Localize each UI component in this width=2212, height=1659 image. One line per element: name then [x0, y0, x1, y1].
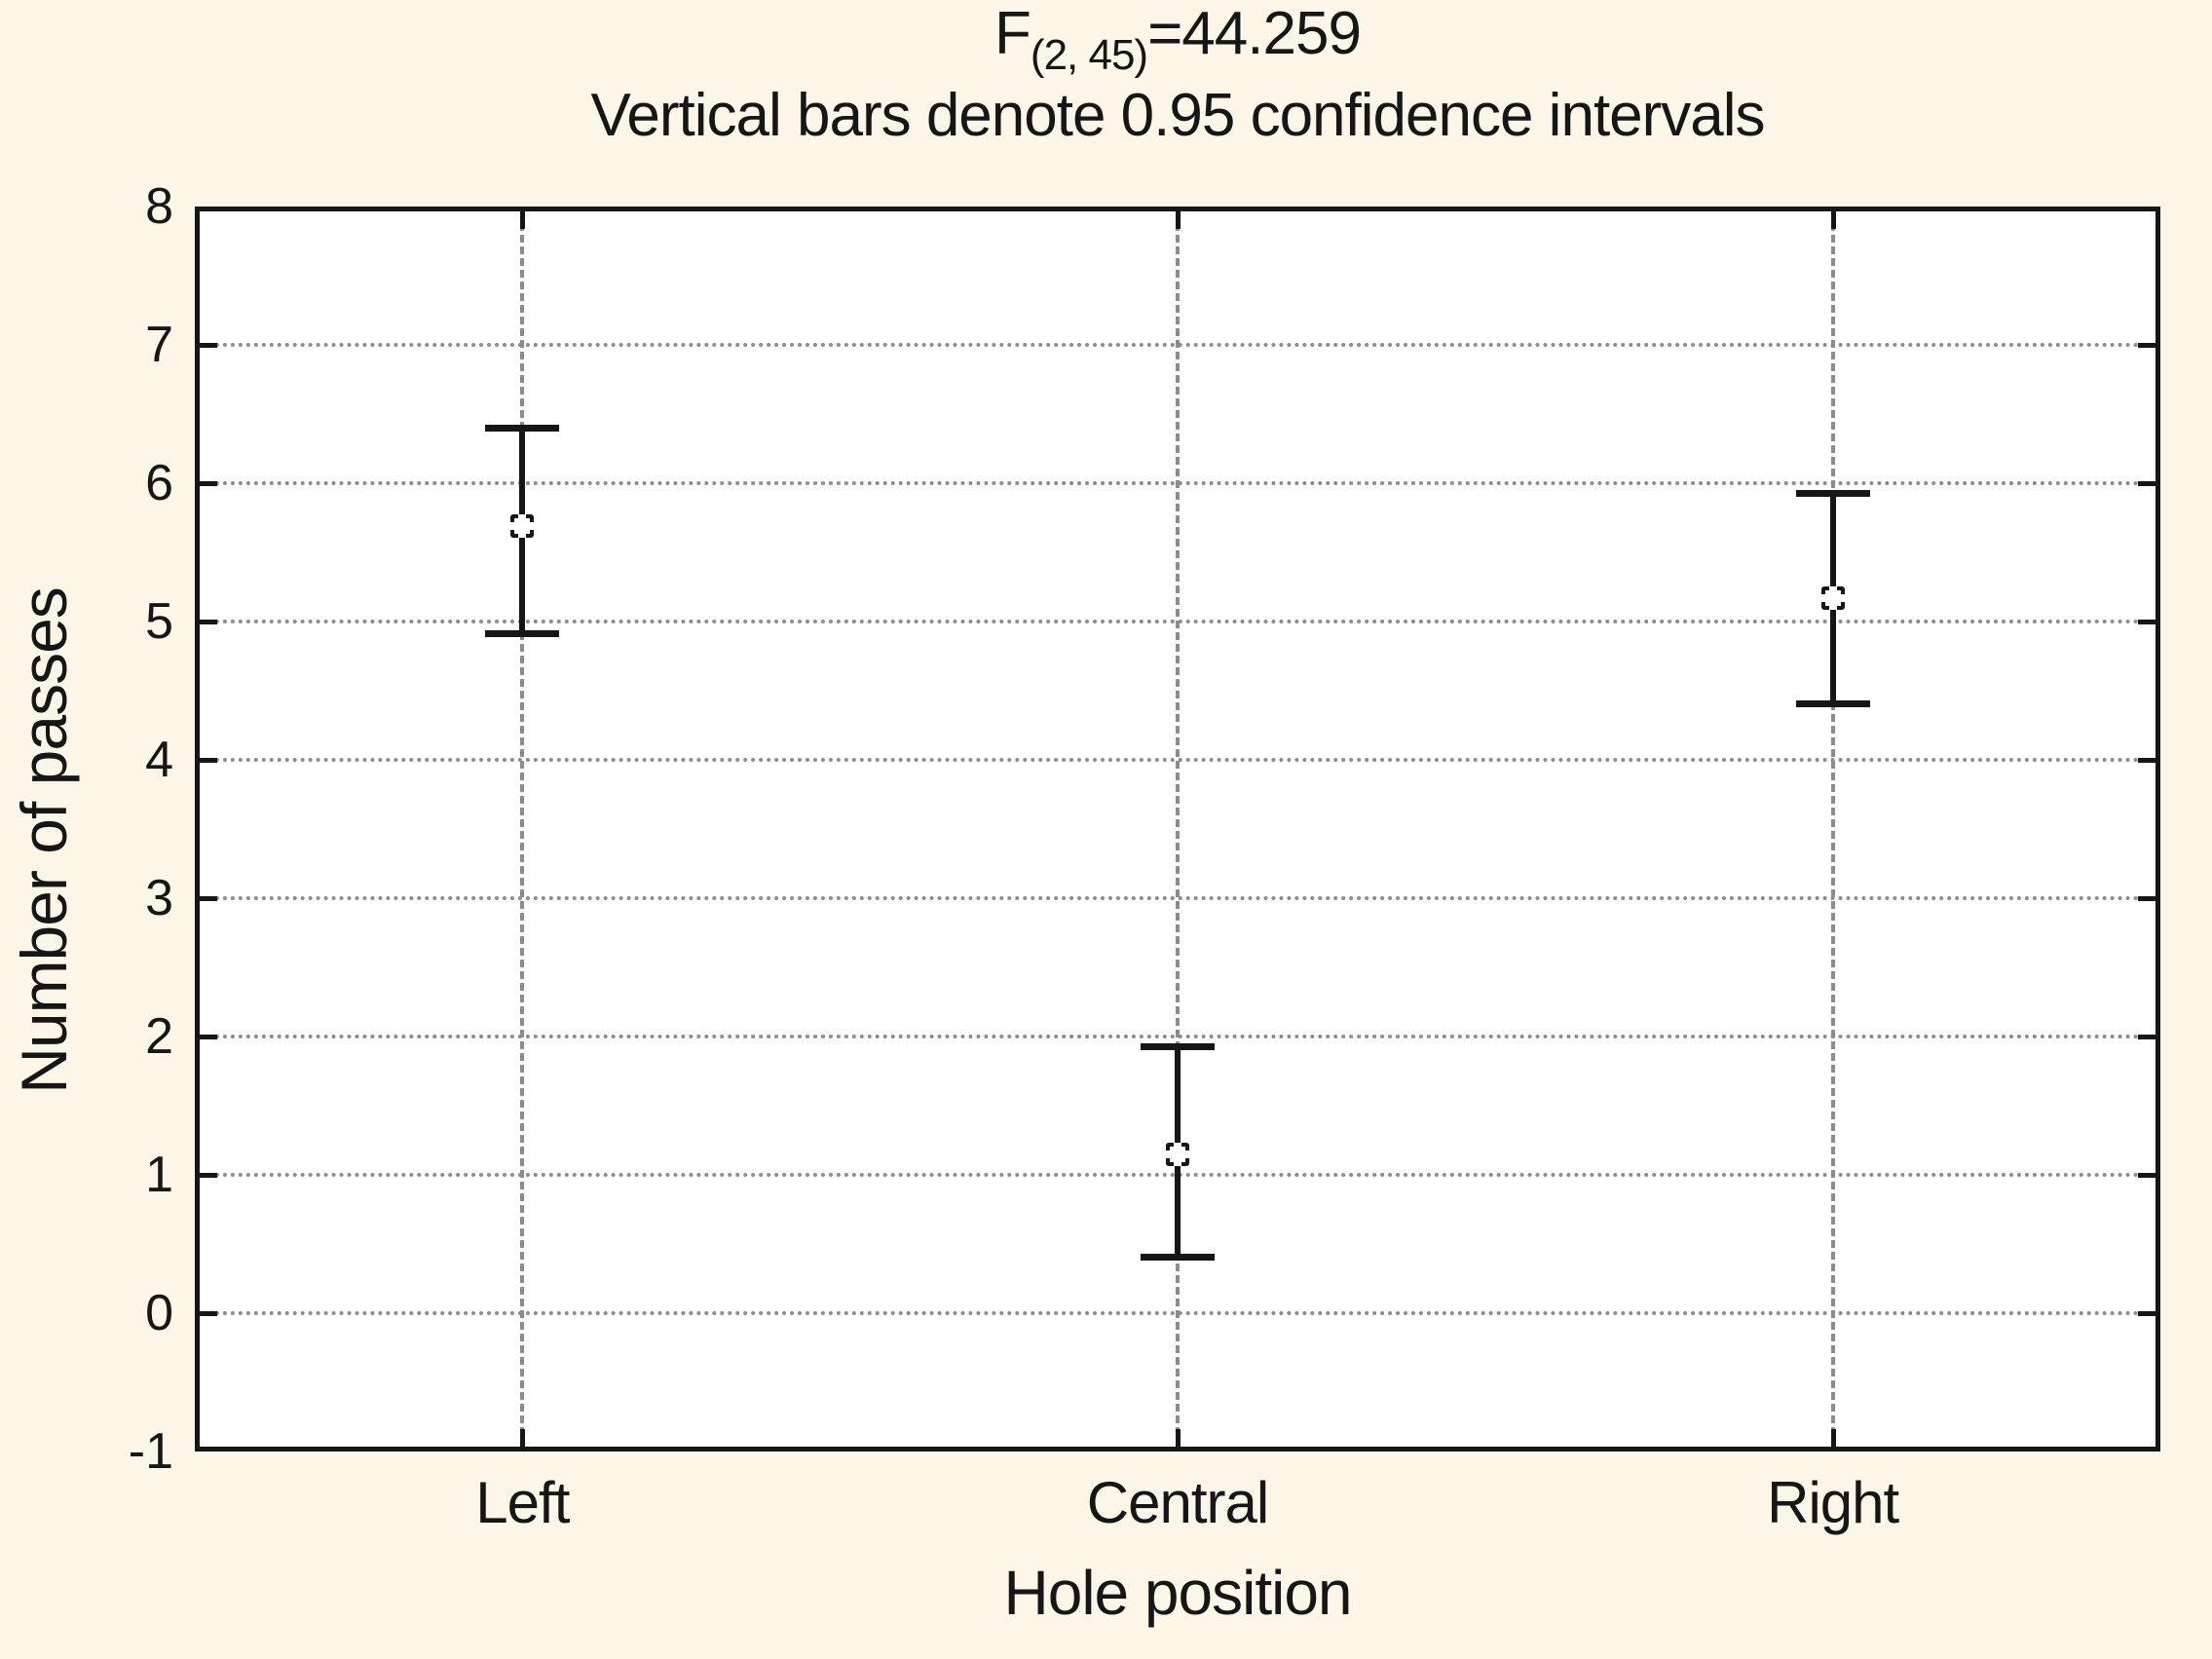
- y-tick-mark-right: [2138, 896, 2156, 901]
- y-tick-mark-right: [2138, 1173, 2156, 1178]
- y-tick-mark-left: [200, 758, 217, 763]
- y-tick-mark-left: [200, 896, 217, 901]
- error-bar-cap-bottom: [1141, 1254, 1215, 1262]
- gridline-vertical: [520, 211, 525, 1447]
- y-tick-label: 1: [145, 1147, 173, 1203]
- y-tick-label: 6: [145, 455, 173, 511]
- x-tick-mark-bottom: [1830, 1429, 1836, 1447]
- mean-marker: [1820, 585, 1845, 610]
- y-tick-label: 4: [145, 732, 173, 788]
- y-tick-mark-right: [2138, 1035, 2156, 1039]
- chart-title-statistic: F(2, 45)=44.259: [195, 4, 2160, 77]
- x-tick-label: Left: [475, 1470, 570, 1535]
- mean-marker: [510, 514, 535, 539]
- y-tick-label: 3: [145, 870, 173, 926]
- mean-marker: [1166, 1142, 1189, 1166]
- gridline-vertical: [1830, 211, 1835, 1447]
- y-tick-mark-right: [2138, 1311, 2156, 1316]
- y-tick-label: 7: [145, 317, 173, 373]
- error-bar-cap-bottom: [1795, 700, 1870, 708]
- x-tick-mark-bottom: [1176, 1429, 1181, 1447]
- x-tick-mark-bottom: [520, 1429, 526, 1447]
- x-tick-label: Central: [1086, 1470, 1269, 1535]
- chart-title-block: F(2, 45)=44.259 Vertical bars denote 0.9…: [195, 4, 2160, 146]
- y-axis-title: Number of passes: [8, 587, 80, 1094]
- x-tick-mark-top: [1830, 211, 1836, 229]
- y-tick-mark-right: [2138, 620, 2156, 624]
- y-tick-mark-left: [200, 1311, 217, 1316]
- x-axis-title: Hole position: [1003, 1558, 1353, 1628]
- error-bar-cap-bottom: [485, 629, 560, 637]
- f-statistic-value: =44.259: [1147, 0, 1362, 67]
- y-tick-mark-left: [200, 1173, 217, 1178]
- y-tick-label: 0: [145, 1285, 173, 1341]
- y-tick-label: 2: [145, 1008, 173, 1065]
- y-tick-mark-left: [200, 620, 217, 624]
- y-tick-label: -1: [128, 1423, 173, 1480]
- y-tick-mark-right: [2138, 343, 2156, 348]
- y-tick-mark-right: [2138, 481, 2156, 486]
- plot-frame: [195, 207, 2160, 1452]
- y-tick-label: 8: [145, 178, 173, 235]
- x-tick-mark-top: [1176, 211, 1181, 229]
- f-statistic-prefix: F: [994, 0, 1031, 67]
- y-tick-label: 5: [145, 593, 173, 650]
- error-bar-cap-top: [1141, 1042, 1215, 1050]
- error-bar-cap-top: [1795, 489, 1870, 497]
- y-tick-mark-left: [200, 1035, 217, 1039]
- y-tick-mark-left: [200, 481, 217, 486]
- y-tick-mark-left: [200, 343, 217, 348]
- chart-subtitle: Vertical bars denote 0.95 confidence int…: [590, 82, 1765, 149]
- gridline-vertical: [1176, 211, 1180, 1447]
- f-statistic-df-subscript: (2, 45): [1030, 31, 1148, 79]
- x-tick-label: Right: [1767, 1470, 1899, 1535]
- error-bar-cap-top: [485, 425, 560, 433]
- y-tick-mark-right: [2138, 758, 2156, 763]
- x-tick-mark-top: [520, 211, 526, 229]
